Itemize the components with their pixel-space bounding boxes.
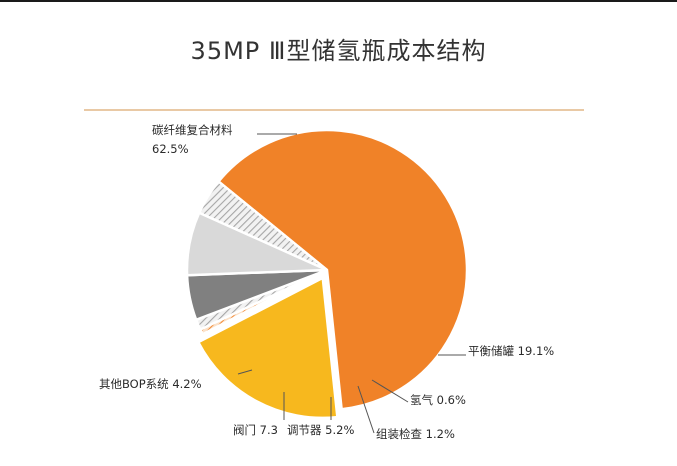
leader-line-h2 [371,379,409,403]
pie-slice-carbon [216,128,469,411]
slice-label-assy: 组装检查 1.2% [376,427,455,441]
slice-label-bop: 其他BOP系统 4.2% [99,377,202,391]
leader-line-assy [357,385,375,434]
slice-label-tank: 平衡储罐 19.1% [468,344,554,358]
slice-label-h2: 氢气 0.6% [410,393,466,407]
slice-label-name-carbon: 碳纤维复合材料 [152,123,233,137]
top-border-line [0,0,677,2]
slice-label-value-carbon: 62.5% [152,142,189,156]
slice-label-carbon: 碳纤维复合材料 62.5% [152,123,233,156]
pie-slice-bop [197,179,328,272]
pie-slice-tank [196,275,339,420]
chart-title: 35MP Ⅲ型储氢瓶成本结构 [190,37,487,65]
slice-label-valve: 阀门 7.3 [233,423,278,437]
title-divider [84,109,584,111]
slice-label-reg: 调节器 5.2% [287,423,354,437]
leader-line-bop [237,369,253,375]
